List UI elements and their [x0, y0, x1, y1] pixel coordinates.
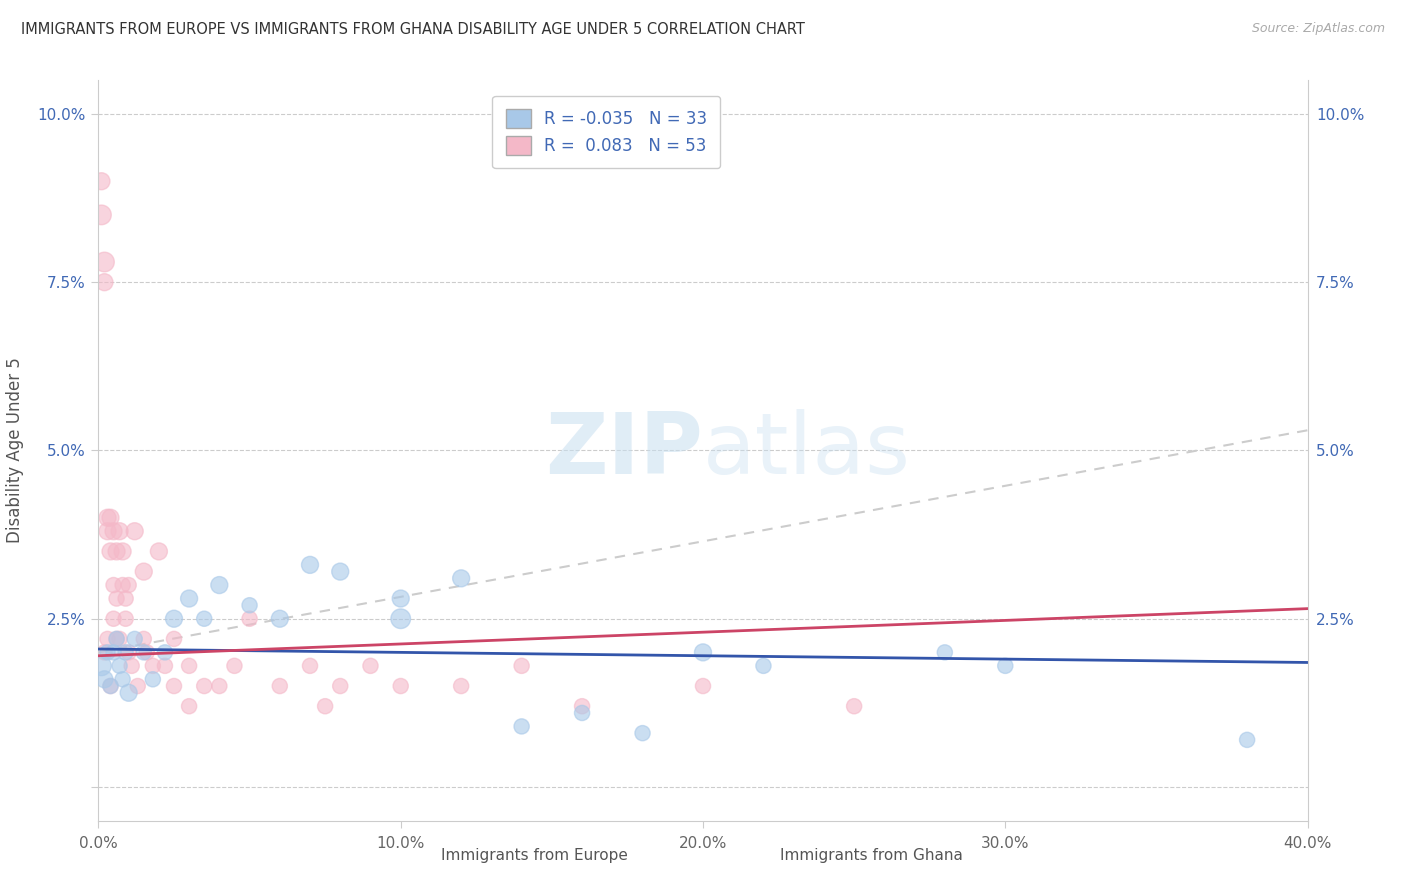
Point	[103, 612, 125, 626]
Point	[239, 612, 262, 626]
Point	[90, 208, 112, 222]
Point	[114, 645, 136, 659]
Point	[100, 679, 122, 693]
Point	[111, 673, 134, 687]
Point	[124, 632, 146, 646]
Point	[132, 565, 155, 579]
Point	[510, 719, 533, 733]
Point	[844, 699, 866, 714]
Point	[114, 612, 136, 626]
Point	[111, 544, 134, 558]
Point	[1236, 732, 1258, 747]
Point	[692, 679, 714, 693]
Point	[90, 658, 112, 673]
Point	[135, 645, 157, 659]
Point	[132, 645, 155, 659]
Point	[179, 591, 201, 606]
Point	[450, 679, 472, 693]
Point	[269, 679, 291, 693]
Text: atlas: atlas	[703, 409, 911, 492]
Point	[132, 632, 155, 646]
Point	[105, 591, 128, 606]
Text: Source: ZipAtlas.com: Source: ZipAtlas.com	[1251, 22, 1385, 36]
Legend: R = -0.035   N = 33, R =  0.083   N = 53: R = -0.035 N = 33, R = 0.083 N = 53	[492, 96, 720, 169]
Point	[105, 632, 128, 646]
Point	[752, 658, 775, 673]
Point	[153, 645, 176, 659]
Point	[118, 645, 141, 659]
Point	[103, 524, 125, 539]
Point	[631, 726, 654, 740]
Point	[96, 510, 118, 524]
Point	[108, 658, 131, 673]
Point	[111, 578, 134, 592]
Point	[239, 599, 262, 613]
Point	[100, 544, 122, 558]
Text: Immigrants from Ghana: Immigrants from Ghana	[780, 848, 963, 863]
Point	[208, 679, 231, 693]
Point	[163, 612, 186, 626]
Point	[934, 645, 956, 659]
Point	[118, 578, 141, 592]
Point	[389, 612, 412, 626]
Point	[93, 255, 115, 269]
Point	[193, 612, 215, 626]
Point	[96, 524, 118, 539]
Point	[105, 632, 128, 646]
Text: ZIP: ZIP	[546, 409, 703, 492]
Point	[93, 275, 115, 289]
Text: Immigrants from Europe: Immigrants from Europe	[441, 848, 627, 863]
Point	[100, 679, 122, 693]
Point	[692, 645, 714, 659]
Point	[153, 658, 176, 673]
Point	[163, 679, 186, 693]
Point	[994, 658, 1017, 673]
Point	[142, 658, 165, 673]
Point	[108, 524, 131, 539]
Point	[299, 658, 322, 673]
Point	[90, 174, 112, 188]
Point	[360, 658, 382, 673]
Point	[193, 679, 215, 693]
Point	[96, 632, 118, 646]
Point	[389, 591, 412, 606]
Point	[105, 544, 128, 558]
Point	[142, 673, 165, 687]
Point	[389, 679, 412, 693]
Point	[329, 679, 352, 693]
Point	[93, 645, 115, 659]
Point	[148, 544, 170, 558]
Point	[571, 706, 593, 720]
Point	[269, 612, 291, 626]
Point	[93, 673, 115, 687]
Point	[121, 658, 143, 673]
Point	[103, 578, 125, 592]
Point	[96, 645, 118, 659]
Point	[108, 632, 131, 646]
Point	[100, 510, 122, 524]
Point	[450, 571, 472, 585]
Text: IMMIGRANTS FROM EUROPE VS IMMIGRANTS FROM GHANA DISABILITY AGE UNDER 5 CORRELATI: IMMIGRANTS FROM EUROPE VS IMMIGRANTS FRO…	[21, 22, 806, 37]
Y-axis label: Disability Age Under 5: Disability Age Under 5	[6, 358, 24, 543]
Point	[124, 524, 146, 539]
Point	[314, 699, 336, 714]
Point	[224, 658, 246, 673]
Point	[103, 645, 125, 659]
Point	[510, 658, 533, 673]
Point	[163, 632, 186, 646]
Point	[118, 686, 141, 700]
Point	[127, 679, 149, 693]
Point	[329, 565, 352, 579]
Point	[114, 591, 136, 606]
Point	[571, 699, 593, 714]
Point	[299, 558, 322, 572]
Point	[179, 658, 201, 673]
Point	[179, 699, 201, 714]
Point	[208, 578, 231, 592]
